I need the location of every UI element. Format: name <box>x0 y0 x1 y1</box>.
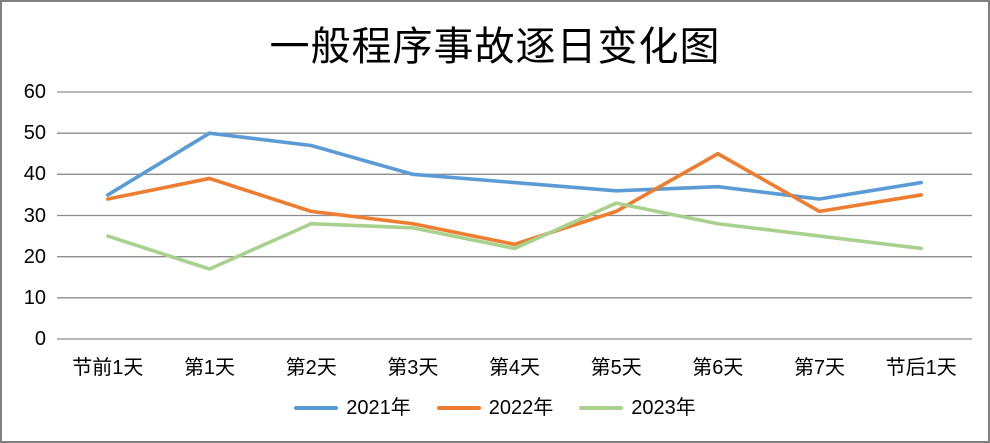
legend-label: 2023年 <box>631 397 696 419</box>
x-tick-label: 节前1天 <box>72 357 144 379</box>
legend-swatch <box>294 406 339 410</box>
x-tick-label: 节后1天 <box>885 357 957 379</box>
x-tick-label: 第1天 <box>183 357 236 379</box>
x-tick-label: 第6天 <box>692 357 744 379</box>
chart-title: 一般程序事故逐日变化图 <box>269 24 721 69</box>
series-line-2022年 <box>106 151 923 247</box>
y-tick-label: 60 <box>23 81 46 103</box>
y-tick-label: 30 <box>23 204 46 227</box>
x-tick-label: 第3天 <box>387 357 439 379</box>
legend-label: 2022年 <box>488 397 554 419</box>
legend-swatch <box>436 406 481 410</box>
x-tick-label: 第7天 <box>793 357 846 379</box>
legend-item-2021年: 2021年 <box>294 398 411 418</box>
y-tick-label: 50 <box>23 122 46 145</box>
x-tick-label: 第2天 <box>285 357 337 379</box>
y-tick-label: 40 <box>23 163 46 186</box>
legend-item-2022年: 2022年 <box>436 397 554 419</box>
legend-swatch <box>579 406 624 410</box>
y-tick-label: 20 <box>23 245 46 268</box>
series-line-2023年 <box>106 201 923 271</box>
legend-item-2023年: 2023年 <box>579 398 696 418</box>
legend-label: 2021年 <box>346 397 411 419</box>
x-tick-label: 第4天 <box>488 357 541 379</box>
legend: 2021年 2022年 2023年 <box>2 398 988 418</box>
x-tick-label: 第5天 <box>590 357 642 379</box>
series-line-2021年 <box>106 131 923 201</box>
y-tick-label: 0 <box>34 328 46 350</box>
y-tick-label: 10 <box>23 286 46 309</box>
